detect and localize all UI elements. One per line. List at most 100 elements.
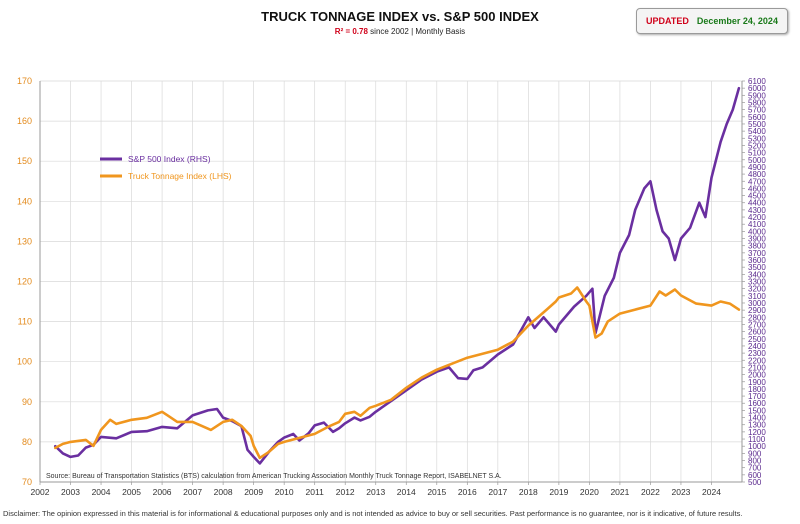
chart-title: TRUCK TONNAGE INDEX vs. S&P 500 INDEX: [261, 9, 539, 24]
right-tick-label: 2700: [748, 320, 766, 329]
disclaimer: Disclaimer: The opinion expressed in thi…: [3, 509, 743, 518]
right-tick-label: 1700: [748, 392, 766, 401]
right-tick-label: 6000: [748, 84, 766, 93]
right-tick-label: 1200: [748, 428, 766, 437]
right-tick-label: 2200: [748, 356, 766, 365]
right-tick-label: 5400: [748, 127, 766, 136]
updated-badge: UPDATED December 24, 2024: [636, 8, 788, 34]
x-tick-label: 2011: [306, 487, 325, 497]
updated-label: UPDATED: [646, 16, 689, 26]
right-tick-label: 1100: [748, 435, 766, 444]
source-note: Source: Bureau of Transportation Statist…: [46, 473, 502, 480]
x-tick-label: 2002: [31, 487, 50, 497]
x-tick-label: 2012: [336, 487, 355, 497]
series-lines: [53, 86, 741, 465]
right-tick-label: 2100: [748, 363, 766, 372]
x-tick-label: 2003: [61, 487, 80, 497]
right-tick-label: 5300: [748, 134, 766, 143]
right-tick-label: 3400: [748, 270, 766, 279]
sp500-line: [53, 86, 741, 465]
right-tick-label: 5900: [748, 91, 766, 100]
x-tick-label: 2018: [519, 487, 538, 497]
left-tick-label: 80: [22, 437, 32, 447]
legend-tonnage-label: Truck Tonnage Index (LHS): [128, 171, 232, 181]
right-tick-label: 4400: [748, 199, 766, 208]
right-tick-label: 4800: [748, 170, 766, 179]
right-tick-label: 4700: [748, 177, 766, 186]
right-tick-label: 1600: [748, 399, 766, 408]
left-tick-label: 110: [18, 317, 32, 327]
right-tick-label: 2900: [748, 306, 766, 315]
subtitle-rest: since 2002 | Monthly Basis: [367, 27, 466, 36]
x-tick-label: 2009: [244, 487, 263, 497]
r-squared-value: R² = 0.78: [334, 27, 368, 36]
right-tick-label: 1300: [748, 421, 766, 430]
x-tick-label: 2015: [427, 487, 446, 497]
right-tick-label: 2800: [748, 313, 766, 322]
left-tick-label: 70: [22, 477, 32, 487]
right-tick-label: 800: [748, 457, 762, 466]
left-tick-label: 120: [17, 277, 32, 287]
right-tick-label: 3200: [748, 285, 766, 294]
right-tick-label: 3100: [748, 292, 766, 301]
x-tick-label: 2024: [702, 487, 721, 497]
x-tick-label: 2008: [214, 487, 233, 497]
x-tick-label: 2006: [153, 487, 172, 497]
left-axis-ticks: 70 80 90 100 110 120 130 140 150 160 170: [17, 76, 32, 487]
left-tick-label: 170: [17, 76, 32, 86]
updated-date: December 24, 2024: [696, 16, 778, 26]
grid-lines: [39, 80, 742, 483]
right-axis-ticks: 5006007008009001000110012001300140015001…: [742, 77, 766, 487]
right-tick-label: 5800: [748, 98, 766, 107]
right-tick-label: 5100: [748, 149, 766, 158]
x-tick-label: 2014: [397, 487, 416, 497]
right-tick-label: 3900: [748, 235, 766, 244]
x-tick-label: 2010: [275, 487, 294, 497]
x-tick-label: 2013: [366, 487, 385, 497]
right-tick-label: 5000: [748, 156, 766, 165]
right-tick-label: 2000: [748, 371, 766, 380]
right-tick-label: 900: [748, 449, 762, 458]
right-tick-label: 700: [748, 464, 762, 473]
x-tick-label: 2004: [92, 487, 111, 497]
right-tick-label: 3000: [748, 299, 766, 308]
right-tick-label: 1800: [748, 385, 766, 394]
left-tick-label: 160: [17, 116, 32, 126]
x-axis-ticks: 2002 2003 2004 2005 2006 2007 2008 2009 2010 2011…: [31, 482, 721, 497]
right-tick-label: 1900: [748, 378, 766, 387]
right-tick-label: 600: [748, 471, 762, 480]
right-tick-label: 4100: [748, 220, 766, 229]
left-tick-label: 90: [22, 397, 32, 407]
right-tick-label: 2300: [748, 349, 766, 358]
right-tick-label: 3700: [748, 249, 766, 258]
right-tick-label: 1400: [748, 414, 766, 423]
right-tick-label: 5200: [748, 141, 766, 150]
x-tick-label: 2023: [671, 487, 690, 497]
right-tick-label: 500: [748, 478, 762, 487]
right-tick-label: 5500: [748, 120, 766, 129]
right-tick-label: 6100: [748, 77, 766, 86]
right-tick-label: 3600: [748, 256, 766, 265]
right-tick-label: 5600: [748, 113, 766, 122]
left-tick-label: 130: [17, 236, 32, 246]
right-tick-label: 3500: [748, 263, 766, 272]
left-tick-label: 150: [17, 156, 32, 166]
right-tick-label: 1500: [748, 406, 766, 415]
right-tick-label: 4200: [748, 213, 766, 222]
x-tick-label: 2022: [641, 487, 660, 497]
right-tick-label: 2400: [748, 342, 766, 351]
x-tick-label: 2019: [549, 487, 568, 497]
x-tick-label: 2016: [458, 487, 477, 497]
legend-sp500-label: S&P 500 Index (RHS): [128, 154, 211, 164]
left-tick-label: 100: [17, 357, 32, 367]
right-tick-label: 1000: [748, 442, 766, 451]
left-tick-label: 140: [17, 196, 32, 206]
x-tick-label: 2021: [610, 487, 629, 497]
right-tick-label: 4300: [748, 206, 766, 215]
right-tick-label: 2600: [748, 328, 766, 337]
right-tick-label: 3800: [748, 242, 766, 251]
right-tick-label: 4900: [748, 163, 766, 172]
x-tick-label: 2017: [488, 487, 507, 497]
right-tick-label: 4500: [748, 192, 766, 201]
